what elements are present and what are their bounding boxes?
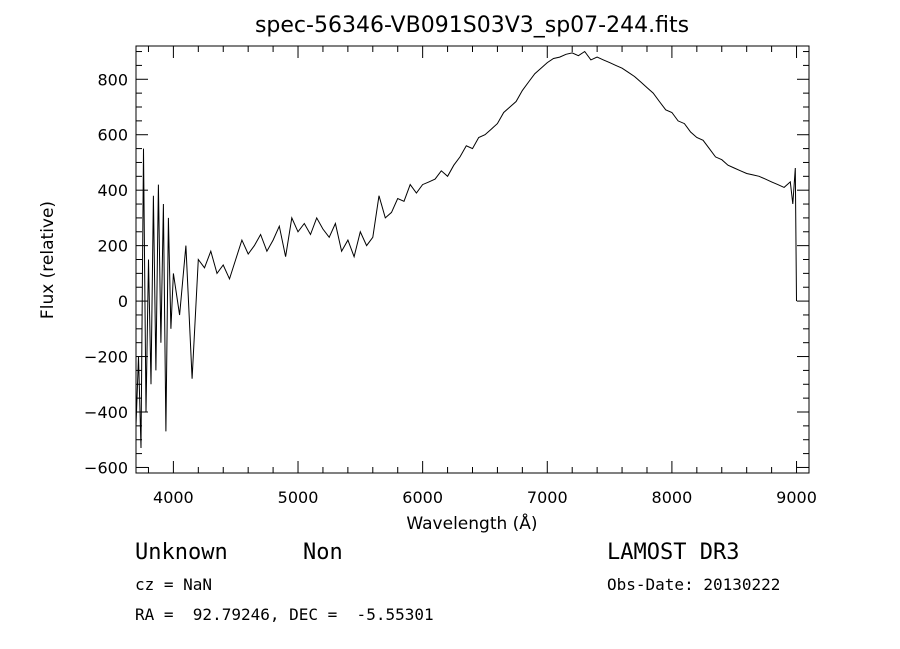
- spectrum-line: [135, 50, 797, 449]
- x-tick-label: 7000: [527, 488, 568, 507]
- survey-label: LAMOST DR3: [607, 540, 740, 565]
- obs-date-label: Obs-Date: 20130222: [607, 575, 781, 594]
- y-tick-label: 200: [97, 237, 128, 256]
- y-tick-label: −600: [84, 458, 128, 477]
- redshift-label: cz = NaN: [135, 575, 213, 594]
- x-axis-label: Wavelength (Å): [406, 512, 537, 534]
- y-tick-label: −400: [84, 403, 128, 422]
- coords-label: RA = 92.79246, DEC = -5.55301: [135, 605, 434, 624]
- x-tick-label: 8000: [652, 488, 693, 507]
- plot-frame: [135, 45, 810, 474]
- y-tick-label: 800: [97, 70, 128, 89]
- subclass-label: Non: [303, 540, 343, 565]
- x-tick-label: 9000: [776, 488, 817, 507]
- y-axis-label: Flux (relative): [38, 201, 58, 319]
- class-label: Unknown: [135, 540, 228, 565]
- x-tick-labels: 4000 5000 6000 7000 8000 9000: [153, 488, 817, 507]
- axis-ticks: [136, 46, 809, 473]
- y-tick-label: −200: [84, 348, 128, 367]
- y-tick-labels: −600 −400 −200 0 200 400 600 800: [84, 70, 128, 477]
- chart-title: spec-56346-VB091S03V3_sp07-244.fits: [255, 13, 689, 38]
- x-tick-label: 4000: [153, 488, 194, 507]
- x-tick-label: 5000: [278, 488, 319, 507]
- y-tick-label: 600: [97, 126, 128, 145]
- y-tick-label: 400: [97, 181, 128, 200]
- x-tick-label: 6000: [402, 488, 443, 507]
- y-tick-label: 0: [118, 292, 128, 311]
